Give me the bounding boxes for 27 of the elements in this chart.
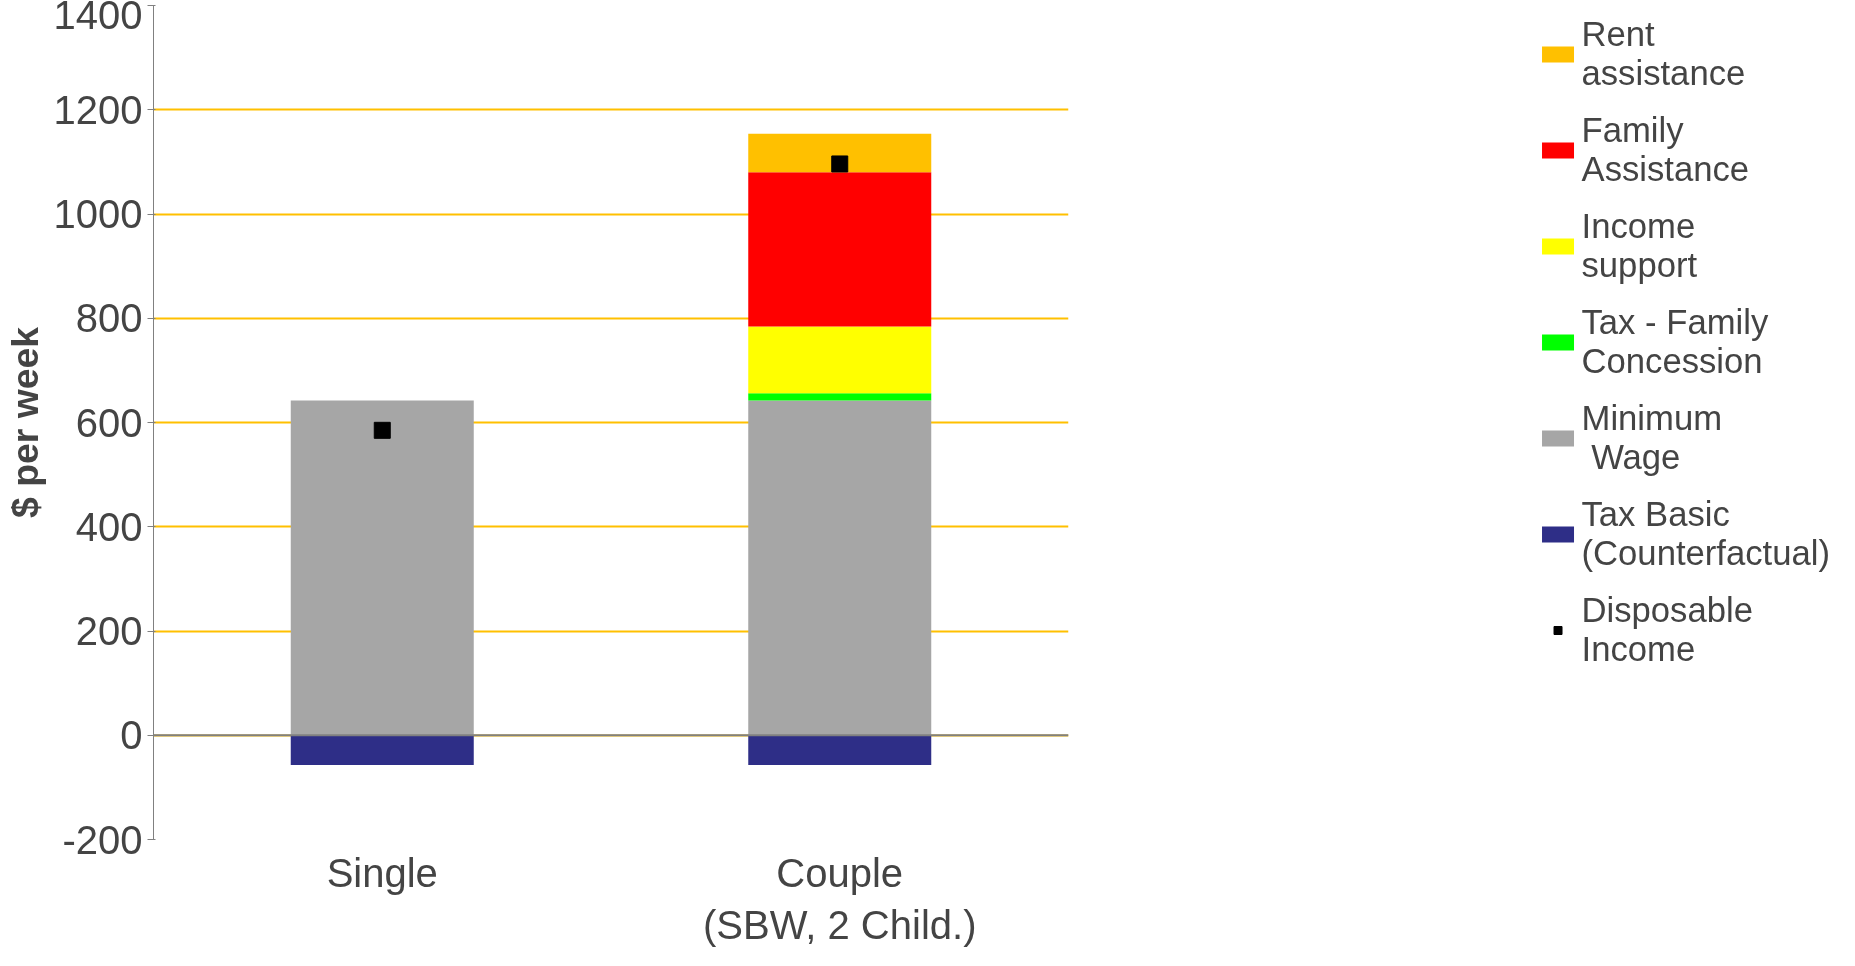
legend-label: Rent assistance (1581, 15, 1746, 93)
y-tick-label: -200 (62, 817, 143, 862)
y-tick-label: 200 (75, 609, 143, 653)
y-tick-label: 1400 (53, 0, 143, 37)
bar (748, 400, 932, 736)
x-tick-label: Single (326, 850, 438, 895)
bar (748, 133, 932, 173)
bar (290, 400, 474, 736)
legend-label: Tax - Family Concession (1581, 303, 1769, 381)
legend-label: Disposable Income (1581, 591, 1753, 669)
legend-label: Income support (1581, 207, 1698, 285)
bar (748, 172, 932, 327)
y-tick-label: 1200 (53, 87, 143, 132)
bar (748, 326, 932, 394)
y-tick-label: 0 (120, 713, 143, 758)
x-tick-label: Couple (SBW, 2 Child.) (703, 850, 977, 948)
y-tick-label: 400 (75, 504, 143, 549)
bar (290, 735, 474, 765)
bar (748, 393, 932, 401)
bar (748, 735, 932, 765)
legend-label: Family Assistance (1581, 111, 1750, 189)
legend-label: Tax Basic (Counterfactual) (1581, 495, 1830, 573)
y-axis-title: $ per week (3, 326, 46, 518)
y-tick-label: 600 (75, 400, 143, 445)
legend-label: Minimum Wage (1581, 399, 1723, 477)
y-tick-label: 800 (75, 296, 143, 341)
y-tick-label: 1000 (53, 192, 143, 236)
